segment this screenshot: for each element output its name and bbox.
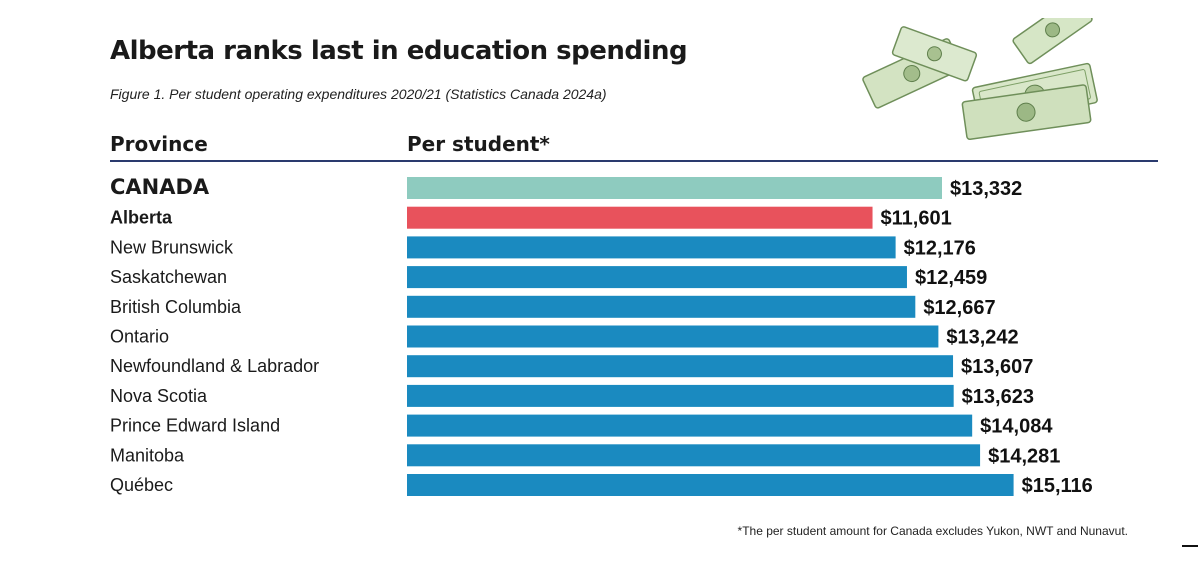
bar-qu-bec — [407, 474, 1014, 496]
value-label-ontario: $13,242 — [946, 327, 1018, 349]
bar-nova-scotia — [407, 384, 954, 407]
column-header-per-student: Per student* — [407, 132, 550, 156]
money-stack-icon — [862, 18, 1098, 140]
category-label-ontario: Ontario — [110, 327, 169, 347]
value-label-british-columbia: $12,667 — [923, 297, 995, 319]
bar-british-columbia — [407, 295, 916, 318]
value-label-prince-edward-island: $14,084 — [980, 416, 1053, 438]
category-label-new-brunswick: New Brunswick — [110, 237, 234, 257]
bar-saskatchewan — [407, 266, 907, 289]
footnote: *The per student amount for Canada exclu… — [737, 524, 1128, 538]
category-label-manitoba: Manitoba — [110, 445, 185, 465]
bar-ontario — [407, 325, 939, 348]
value-label-qu-bec: $15,116 — [1022, 475, 1093, 497]
chart-subtitle: Figure 1. Per student operating expendit… — [110, 86, 607, 102]
category-label-british-columbia: British Columbia — [110, 297, 242, 317]
category-label-saskatchewan: Saskatchewan — [110, 267, 227, 287]
page-edge-mark — [1182, 545, 1198, 547]
value-label-manitoba: $14,281 — [988, 445, 1060, 467]
value-label-newfoundland-labrador: $13,607 — [961, 356, 1033, 378]
chart-title: Alberta ranks last in education spending — [110, 36, 688, 66]
bar-canada — [407, 177, 942, 199]
value-label-nova-scotia: $13,623 — [962, 386, 1034, 408]
column-header-province: Province — [110, 132, 208, 156]
category-label-canada: CANADA — [110, 175, 210, 199]
category-label-alberta: Alberta — [110, 208, 173, 228]
value-label-canada: $13,332 — [950, 178, 1022, 200]
value-label-alberta: $11,601 — [881, 208, 952, 230]
bar-alberta — [407, 206, 873, 229]
category-label-qu-bec: Québec — [110, 475, 173, 495]
bar-manitoba — [407, 444, 981, 467]
category-label-newfoundland-labrador: Newfoundland & Labrador — [110, 356, 319, 376]
value-label-new-brunswick: $12,176 — [904, 237, 976, 259]
header-rule — [110, 160, 1158, 162]
bar-prince-edward-island — [407, 414, 973, 437]
bar-new-brunswick — [407, 236, 896, 259]
value-label-saskatchewan: $12,459 — [915, 267, 987, 289]
category-label-nova-scotia: Nova Scotia — [110, 386, 208, 406]
bar-newfoundland-labrador — [407, 355, 954, 378]
category-label-prince-edward-island: Prince Edward Island — [110, 416, 280, 436]
